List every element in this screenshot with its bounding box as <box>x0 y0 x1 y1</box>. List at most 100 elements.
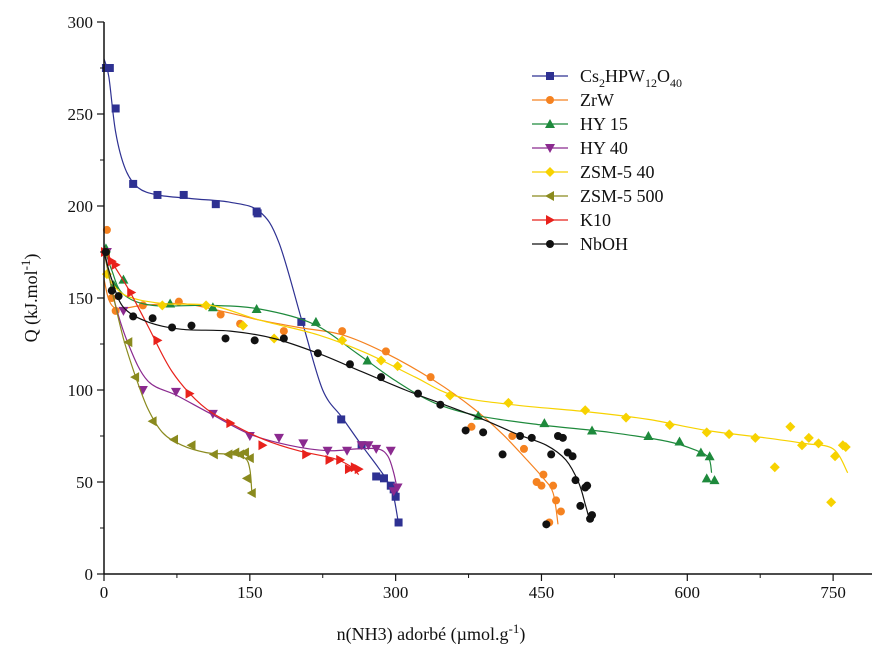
series-1 <box>102 225 565 527</box>
data-point <box>153 190 162 199</box>
data-point <box>111 104 120 113</box>
data-point <box>803 432 814 443</box>
data-point <box>519 444 528 453</box>
legend-marker <box>546 72 554 80</box>
data-point <box>241 473 251 484</box>
data-point <box>568 452 577 461</box>
data-point <box>724 429 735 440</box>
data-point <box>414 389 423 398</box>
x-tick-label: 750 <box>820 583 846 602</box>
y-tick-label: 150 <box>68 289 94 308</box>
series-curve <box>103 246 399 492</box>
series-curve <box>103 251 591 523</box>
data-point <box>362 355 373 365</box>
data-point <box>153 335 163 346</box>
data-point <box>129 179 138 188</box>
x-tick-label: 450 <box>529 583 555 602</box>
data-point <box>583 481 592 490</box>
data-point <box>207 302 218 312</box>
data-point <box>392 361 403 372</box>
data-point <box>147 416 157 427</box>
data-point <box>388 487 399 497</box>
data-point <box>258 440 268 451</box>
data-point <box>797 440 808 451</box>
data-point <box>813 438 824 449</box>
data-point <box>114 292 123 301</box>
data-point <box>750 432 761 443</box>
series-4 <box>101 269 851 508</box>
data-point <box>216 310 225 319</box>
legend-marker <box>546 240 554 248</box>
series-7 <box>101 248 597 529</box>
data-point <box>185 388 195 399</box>
data-point <box>279 327 288 336</box>
data-point <box>558 433 567 442</box>
data-point <box>830 451 841 462</box>
data-point <box>379 474 388 483</box>
data-point <box>170 387 181 397</box>
data-point <box>313 349 322 358</box>
data-point <box>187 321 196 330</box>
data-point <box>498 450 507 459</box>
legend-entry: HY 15 <box>532 114 628 134</box>
data-point <box>826 497 837 508</box>
x-tick-label: 300 <box>383 583 409 602</box>
data-point <box>310 316 321 326</box>
data-point <box>244 453 254 464</box>
legend-label: ZSM-5 500 <box>580 186 664 206</box>
series-curve <box>103 246 360 476</box>
data-point <box>238 320 249 331</box>
data-point <box>223 449 233 460</box>
x-tick-label: 150 <box>237 583 263 602</box>
y-tick-label: 200 <box>68 197 94 216</box>
data-point <box>769 462 780 473</box>
data-point <box>371 444 382 454</box>
legend-entry: ZrW <box>532 90 614 110</box>
x-tick-label: 0 <box>100 583 109 602</box>
data-point <box>186 440 196 451</box>
data-point <box>539 418 550 428</box>
legend-label: ZSM-5 40 <box>580 162 655 182</box>
data-point <box>785 421 796 432</box>
data-point <box>643 431 654 440</box>
data-point <box>516 432 525 440</box>
data-point <box>253 209 262 218</box>
data-point <box>168 434 178 445</box>
data-point <box>102 225 111 234</box>
data-point <box>127 287 137 298</box>
x-tick-label: 600 <box>675 583 701 602</box>
data-point <box>571 476 580 485</box>
legend-entry: K10 <box>532 210 611 230</box>
data-point <box>168 323 177 332</box>
data-point <box>537 481 546 490</box>
y-tick-label: 300 <box>68 13 94 32</box>
data-point <box>221 334 230 343</box>
y-tick-label: 0 <box>85 565 94 584</box>
data-point <box>165 298 176 308</box>
data-point <box>704 451 715 461</box>
axes: 0 150 300 450 600 750 0 50 100 150 200 250 300 <box>68 13 872 602</box>
series-6 <box>100 246 364 476</box>
data-point <box>345 360 354 369</box>
legend-marker <box>545 191 554 201</box>
data-point <box>226 418 236 429</box>
data-point <box>111 259 121 270</box>
data-point <box>385 446 396 456</box>
data-point <box>426 373 435 382</box>
legend-entry: NbOH <box>532 234 628 254</box>
legend-marker <box>546 96 554 104</box>
legend-marker <box>545 144 555 153</box>
data-point <box>201 300 212 311</box>
data-point <box>701 427 712 438</box>
data-point <box>547 450 556 459</box>
x-axis-title: n(NH3) adorbé (µmol.g-1) <box>337 621 526 645</box>
data-point <box>539 470 548 479</box>
legend-label: NbOH <box>580 234 628 254</box>
data-point <box>674 436 685 446</box>
legend-entry: ZSM-5 40 <box>532 162 655 182</box>
y-tick-label: 250 <box>68 105 94 124</box>
data-point <box>556 507 565 516</box>
data-point <box>118 274 129 284</box>
data-point <box>302 449 312 460</box>
